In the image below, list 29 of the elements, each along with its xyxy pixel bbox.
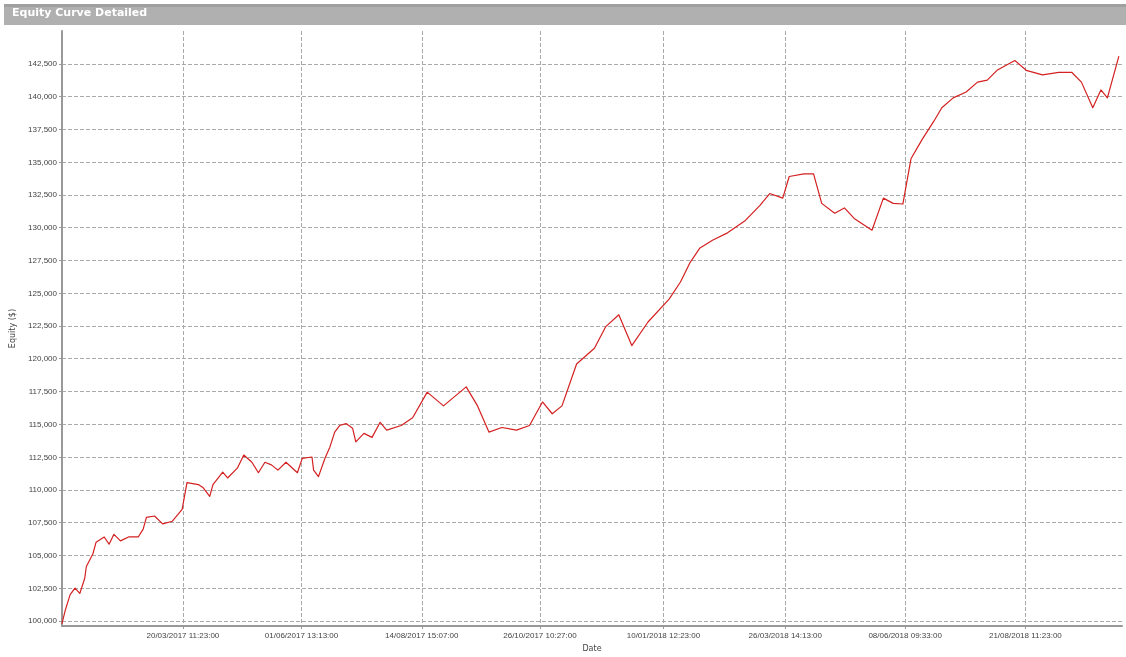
y-tick-label: 137,500 [28, 124, 58, 134]
y-tick-label: 125,000 [28, 288, 58, 298]
y-tick-label: 140,000 [28, 92, 58, 102]
x-tick-label: 21/08/2018 11:23:00 [988, 630, 1063, 640]
x-tick-label: 26/10/2017 10:27:00 [503, 630, 578, 640]
x-tick-label: 14/08/2017 15:07:00 [385, 630, 460, 640]
y-tick-label: 130,000 [28, 223, 58, 233]
y-tick-label: 112,500 [28, 452, 58, 462]
y-tick-label: 105,000 [28, 550, 58, 560]
y-tick-label: 110,000 [28, 485, 58, 495]
chart-title: Equity Curve Detailed [12, 6, 148, 19]
y-tick-label: 115,000 [28, 419, 58, 429]
y-tick-label: 117,500 [28, 386, 58, 396]
y-tick-label: 120,000 [28, 354, 58, 364]
y-tick-label: 132,500 [28, 190, 58, 200]
y-axis-title: Equity ($) [7, 308, 17, 349]
x-tick-label: 01/06/2017 13:13:00 [264, 630, 339, 640]
x-tick-label: 20/03/2017 11:23:00 [146, 630, 220, 640]
y-tick-label: 100,000 [28, 616, 58, 626]
y-tick-label: 107,500 [28, 518, 58, 528]
y-tick-label: 135,000 [28, 157, 58, 167]
y-tick-label: 122,500 [28, 321, 58, 331]
x-tick-label: 08/06/2018 09:33:00 [868, 630, 943, 640]
x-axis-title: Date [582, 643, 602, 653]
x-tick-label: 10/01/2018 12:23:00 [626, 630, 701, 640]
y-tick-label: 102,500 [28, 583, 58, 593]
y-tick-label: 142,500 [28, 59, 58, 69]
y-tick-label: 127,500 [28, 255, 58, 265]
x-tick-label: 26/03/2018 14:13:00 [748, 630, 823, 640]
